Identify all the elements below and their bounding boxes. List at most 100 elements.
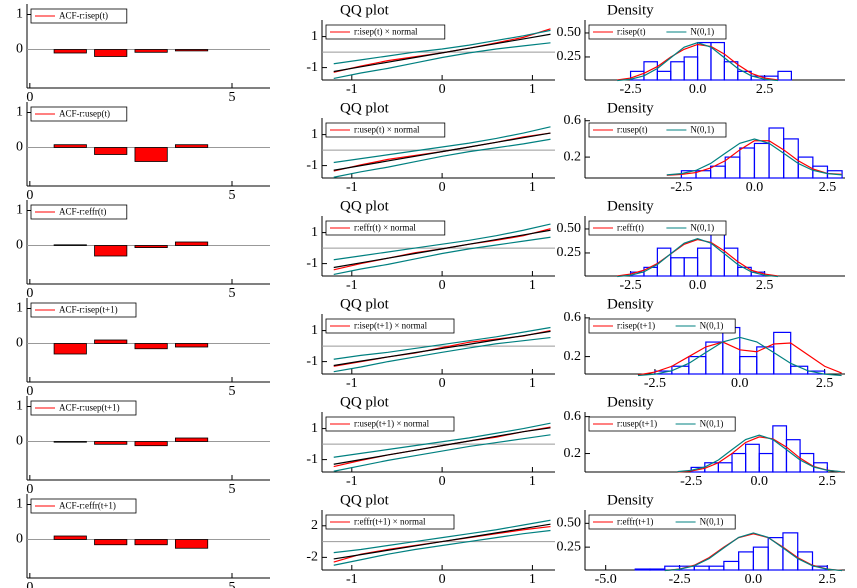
histogram-bar [649, 568, 666, 571]
bar [134, 245, 168, 248]
legend-label: ACF-r:effr(t) [59, 207, 106, 217]
data-line [333, 529, 551, 566]
histogram-bar [708, 565, 725, 571]
y-tick-label: 1 [311, 29, 318, 44]
x-tick-label: 2.5 [819, 572, 837, 587]
legend-label: N(0,1) [690, 223, 714, 233]
legend-box [30, 204, 128, 220]
data-line [333, 229, 551, 269]
y-tick-label: 0.6 [564, 310, 582, 325]
chart-title: QQ plot [340, 100, 390, 116]
legend-label: ACF-r:effr(t+1) [59, 501, 116, 511]
x-tick-label: -1 [346, 474, 358, 489]
legend-box [30, 106, 128, 122]
x-tick-label: 2.5 [756, 278, 774, 293]
bar [53, 49, 87, 54]
histogram-bar [772, 425, 788, 473]
y-tick-label: 0.50 [557, 25, 582, 40]
legend-label: ACF-r:isep(t) [59, 11, 108, 21]
chart-title: QQ plot [340, 296, 390, 312]
histogram-bar [723, 61, 739, 81]
legend-label: r:usep(t) × normal [354, 125, 420, 135]
legend-box [325, 318, 455, 334]
y-tick-label: 1 [311, 323, 318, 338]
legend-label: r:effr(t+1) [617, 517, 653, 527]
x-tick-label: 0.0 [731, 376, 749, 391]
histogram-bar [722, 326, 741, 375]
bar [53, 535, 87, 540]
data-line [664, 532, 843, 572]
x-tick-label: 0 [439, 474, 446, 489]
y-tick-label: -1 [306, 158, 318, 173]
x-tick-label: 1 [529, 572, 536, 587]
histogram-bar [745, 443, 760, 473]
y-tick-label: -1 [306, 256, 318, 271]
histogram-bar [811, 565, 828, 571]
histogram-bar [670, 61, 685, 81]
bar [94, 147, 128, 155]
x-tick-label: -1 [346, 82, 358, 97]
legend-label: ACF-r:usep(t) [59, 109, 110, 119]
bar [94, 539, 128, 546]
legend-box [325, 122, 446, 138]
chart-title: Density [607, 2, 654, 18]
bar [53, 244, 87, 246]
data-line [637, 341, 842, 376]
histogram-bar [773, 331, 792, 375]
x-tick-label: 2.5 [756, 82, 774, 97]
histogram-bar [656, 70, 672, 81]
x-tick-label: 0 [439, 572, 446, 587]
histogram-bar [753, 142, 770, 179]
y-tick-label: 0 [16, 42, 23, 57]
data-line [637, 336, 842, 377]
histogram-bar [696, 247, 712, 277]
histogram-bar [758, 452, 774, 473]
x-tick-label: 0 [26, 286, 33, 301]
y-tick-label: 1 [16, 301, 23, 316]
legend-label: r:usep(t+1) × normal [354, 419, 430, 429]
bar [94, 49, 128, 57]
histogram-bar [723, 560, 740, 571]
legend-box [30, 498, 137, 514]
histogram-bar [696, 41, 712, 81]
legend-label: r:isep(t) [617, 27, 646, 37]
x-tick-label: 0 [439, 82, 446, 97]
histogram-bar [768, 127, 785, 179]
histogram-bar [738, 551, 755, 571]
x-tick-label: -1 [346, 180, 358, 195]
bar [174, 539, 209, 549]
legend-label: N(0,1) [690, 27, 714, 37]
legend-box [325, 220, 446, 236]
data-line [333, 330, 551, 367]
chart-title: Density [607, 100, 654, 116]
legend-box [588, 220, 727, 236]
x-tick-label: -2.5 [619, 278, 641, 293]
legend-label: N(0,1) [700, 419, 724, 429]
histogram-bar [777, 70, 792, 81]
legend-label: r:isep(t) × normal [354, 27, 418, 37]
chart-title: Density [607, 198, 654, 214]
legend-label: r:usep(t) [617, 125, 648, 135]
y-tick-label: 1 [311, 421, 318, 436]
y-tick-label: 1 [16, 105, 23, 120]
legend-box [588, 122, 727, 138]
data-line [333, 132, 551, 171]
x-tick-label: 0.0 [689, 82, 707, 97]
bar [174, 144, 209, 148]
x-tick-label: 2.5 [819, 474, 837, 489]
x-tick-label: -1 [346, 572, 358, 587]
x-tick-label: 2.5 [819, 180, 837, 195]
x-tick-label: 0 [439, 180, 446, 195]
x-tick-label: -2.5 [668, 572, 690, 587]
x-tick-label: 2.5 [816, 376, 834, 391]
y-tick-label: 2 [311, 518, 318, 533]
bar [174, 343, 209, 348]
legend-label: r:usep(t+1) [617, 419, 657, 429]
legend-label: r:effr(t+1) × normal [354, 517, 426, 527]
bar [174, 241, 209, 246]
histogram-bar [752, 546, 769, 571]
legend-label: r:effr(t) × normal [354, 223, 416, 233]
x-tick-label: -2.5 [680, 474, 702, 489]
data-line [666, 140, 843, 176]
data-line [617, 43, 779, 81]
